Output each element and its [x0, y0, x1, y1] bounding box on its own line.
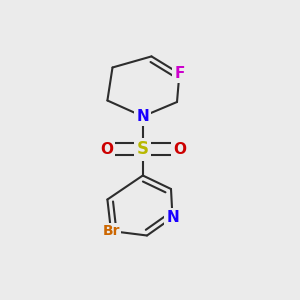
Text: N: N	[136, 109, 149, 124]
Text: O: O	[100, 142, 113, 157]
Text: N: N	[166, 210, 179, 225]
Text: S: S	[137, 140, 149, 158]
Text: Br: Br	[102, 224, 120, 238]
Text: O: O	[173, 142, 187, 157]
Text: F: F	[174, 66, 184, 81]
